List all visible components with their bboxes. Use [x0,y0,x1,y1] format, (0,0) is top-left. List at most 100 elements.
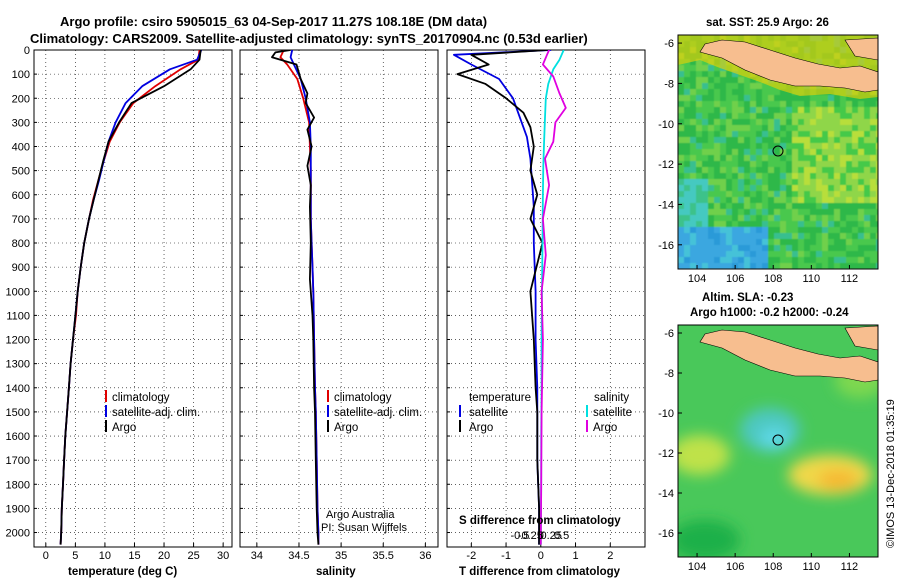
sst-pixel [870,263,876,269]
sst-pixel [684,179,690,185]
sst-pixel [858,203,864,209]
sst-pixel [774,239,780,245]
series-line-argo [271,50,320,545]
sst-pixel [864,197,870,203]
depth-tick-label: 500 [12,166,30,178]
legend-label-satellite: satellite-adj. clim. [112,407,200,419]
sst-pixel [756,263,762,269]
sst-pixel [684,107,690,113]
sst-pixel [876,185,878,191]
sst-pixel [714,215,720,221]
sst-pixel [870,173,876,179]
sst-pixel [732,167,738,173]
sst-land-java [699,39,878,93]
difference-panel: -2 -1 0 1 2 T difference from climatology S … [446,49,646,578]
sst-pixel [852,143,858,149]
sst-pixel [834,101,840,107]
sst-pixel [852,155,858,161]
sst-pixel [738,251,744,257]
sst-pixel [804,227,810,233]
sst-pixel [708,101,714,107]
sst-pixel [720,179,726,185]
sst-pixel [696,65,702,71]
credit-argo-australia: Argo Australia [326,509,395,521]
sst-pixel [780,173,786,179]
sst-pixel [870,245,876,251]
sst-pixel [870,161,876,167]
sst-pixel [792,101,798,107]
sst-pixel [690,137,696,143]
sst-pixel [714,185,720,191]
sst-pixel [810,257,816,263]
sst-pixel [690,203,696,209]
sst-pixel [684,209,690,215]
sst-pixel [702,173,708,179]
sst-pixel [870,107,876,113]
sst-map-frame [677,34,879,270]
sst-pixel [738,197,744,203]
sst-pixel [762,197,768,203]
sst-pixel [816,179,822,185]
sst-pixel [768,119,774,125]
sst-pixel [864,131,870,137]
sst-pixel [744,263,750,269]
sst-pixel [858,143,864,149]
sst-pixel [702,149,708,155]
sst-pixel [696,245,702,251]
sst-pixel [690,197,696,203]
sst-pixel [726,143,732,149]
sst-pixel [804,233,810,239]
sst-pixel [822,215,828,221]
sst-pixel [774,95,780,101]
sst-pixel [768,173,774,179]
legend-s-satellite-label: satellite [593,407,632,419]
sst-pixel [786,251,792,257]
sst-pixel [714,101,720,107]
sst-argo-position-marker [772,145,784,157]
sst-pixel [840,239,846,245]
sst-pixel [744,203,750,209]
sst-pixel [792,161,798,167]
sst-pixel [702,239,708,245]
sst-pixel [696,221,702,227]
sst-pixel [714,65,720,71]
salinity-series [271,50,320,545]
sst-pixel [690,83,696,89]
sst-pixel [786,155,792,161]
sst-pixel [684,263,690,269]
sst-pixel [756,227,762,233]
sst-pixel [846,215,852,221]
temperature-legend: climatology satellite-adj. clim. Argo [105,390,200,434]
sst-pixel [720,251,726,257]
sst-pixel [822,95,828,101]
sst-pixel [870,227,876,233]
sst-pixel [828,101,834,107]
sst-pixel [840,227,846,233]
depth-tick-label: 1000 [6,286,30,298]
sst-pixel [678,125,684,131]
sst-pixel [726,245,732,251]
x-tick-label: 0 [43,550,49,562]
sst-pixel [690,257,696,263]
sst-pixel [696,95,702,101]
sst-pixel [738,179,744,185]
sst-pixel [726,161,732,167]
sst-pixel [846,191,852,197]
sst-pixel [744,101,750,107]
sst-pixel [852,113,858,119]
sst-pixel [780,155,786,161]
sst-pixel [810,173,816,179]
sst-pixel [810,209,816,215]
sst-pixel [756,245,762,251]
sst-pixel [780,101,786,107]
sst-pixel [852,209,858,215]
sst-pixel [750,251,756,257]
sst-pixel [708,155,714,161]
sst-pixel [828,197,834,203]
sst-pixel [726,233,732,239]
sst-pixel [792,191,798,197]
sst-pixel [792,125,798,131]
map-x-tick-label: 110 [803,273,821,285]
sst-pixel [786,125,792,131]
sst-pixel [774,257,780,263]
